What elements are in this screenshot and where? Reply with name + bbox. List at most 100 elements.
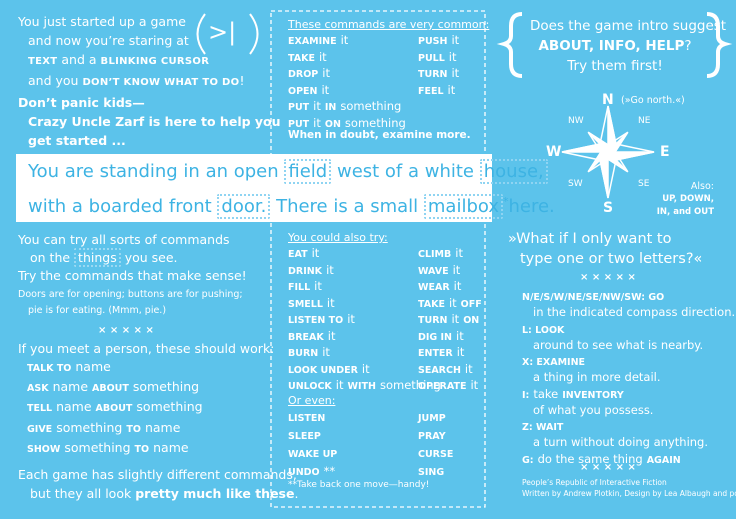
text: name [56, 399, 92, 415]
text: with a boarded front [28, 196, 212, 217]
tip: When in doubt, examine more. [288, 129, 471, 141]
brace [496, 12, 523, 78]
command: ASK name ABOUT something [27, 378, 298, 398]
room-description: You are standing in an open field west o… [16, 154, 555, 222]
help-tip: Does the game intro suggest ABOUT, INFO,… [530, 16, 726, 76]
letter-desc: a turn without doing anything. [533, 435, 709, 449]
command: WAVE it [418, 263, 482, 280]
command: EXAMINE it [288, 33, 406, 50]
command: SEARCH it [418, 362, 482, 379]
text: BLINKING CURSOR [100, 56, 210, 67]
text: it [447, 82, 456, 97]
text: it [322, 345, 330, 359]
text: it [326, 262, 334, 277]
command-word: TURN [418, 315, 448, 326]
command-word: GIVE [27, 423, 53, 435]
text-line: You can try all sorts of commands [18, 232, 230, 247]
text: You are standing in an open [28, 161, 279, 182]
command-word: EXAMINE [288, 36, 337, 47]
text: TEXT [28, 56, 58, 67]
text-line: Each game has slightly different command… [18, 467, 297, 483]
text: name [144, 419, 181, 435]
command-word: FEEL [418, 85, 444, 97]
text: pretty much like these [135, 486, 295, 502]
text-line: Don’t panic kids— [18, 95, 145, 110]
command-word: OPEN [288, 85, 318, 97]
text: take [533, 386, 559, 401]
text-line: People’s Republic of Interactive Fiction [522, 478, 667, 487]
command-word: WAKE UP [288, 449, 338, 460]
command-word: PRAY [418, 431, 446, 442]
command-word: TALK TO [27, 363, 72, 374]
text: it [448, 49, 457, 64]
compass-rose [561, 105, 655, 199]
letter-key: I: take INVENTORY [522, 387, 735, 403]
text-line: IN, and OUT [656, 207, 714, 217]
text: something [132, 379, 200, 395]
command-word: TAKE [418, 298, 445, 310]
command: BREAK it [288, 329, 441, 346]
text: west of a white [336, 161, 475, 182]
text: it [464, 361, 473, 376]
text: it [322, 66, 330, 80]
text-line: If you meet a person, these should work: [18, 341, 275, 356]
text: it [452, 262, 461, 277]
command: TAKE it OFF [418, 296, 482, 313]
letter-key: X: EXAMINE [522, 354, 735, 370]
command-word: TELL [27, 403, 53, 415]
text-line: but they all look pretty much like these… [30, 484, 298, 503]
credits: People’s Republic of Interactive Fiction… [522, 477, 736, 499]
command-list: TALK TO name ASK name ABOUT something TELL name… [27, 358, 298, 459]
text: do the same thing [537, 451, 643, 466]
text: it [327, 328, 336, 343]
command: FEEL it [418, 83, 459, 100]
compass-label: E [660, 144, 670, 160]
text-line: Also: [690, 181, 714, 192]
command-word: L: LOOK [522, 324, 565, 336]
text: name [153, 439, 189, 455]
text: DON’T KNOW WHAT TO DO [82, 77, 240, 88]
text: it [313, 115, 321, 130]
command-word: OPERATE [418, 381, 467, 392]
command: ENTER it [418, 345, 482, 362]
text-line: Try them first! [567, 58, 663, 74]
command: UNLOCK it WITH something [288, 378, 441, 395]
noun: things [74, 248, 121, 267]
command: UNDO ** [288, 463, 337, 481]
command-word: PUSH [418, 36, 448, 47]
command-word: BURN [288, 348, 319, 359]
text-line: UP, DOWN, [662, 194, 714, 204]
command: PUT it IN something [288, 99, 406, 116]
command: CURSE [418, 445, 453, 463]
command: PUT it ON something [288, 116, 406, 133]
text: something [340, 99, 402, 113]
footnote: **Take back one move—handy! [288, 480, 430, 490]
text-line: You are standing in an open field west o… [28, 157, 548, 187]
text: and a [61, 52, 97, 67]
command: PRAY [418, 427, 453, 445]
compass-label: S [603, 200, 614, 216]
command-word: ASK [27, 383, 49, 395]
command: JUMP [418, 409, 453, 427]
command-word: CLIMB [418, 249, 452, 260]
command-word: WAVE [418, 265, 449, 277]
text: it [318, 49, 327, 64]
compass-label: W [546, 144, 562, 160]
heading: These commands are very common: [288, 18, 490, 31]
command-word: WEAR [418, 282, 450, 293]
commands-frame [270, 10, 486, 508]
letter-desc: a thing in more detail. [533, 370, 661, 384]
cursor-icon: >| [208, 18, 237, 46]
command-list: EAT it DRINK it FILL it SMELL it LISTEN TO it BREA… [288, 246, 441, 395]
noun: mailbox [423, 194, 503, 219]
text-line: Try the commands that make sense! [18, 268, 247, 283]
command: TAKE it [288, 50, 406, 67]
text: it [455, 246, 463, 260]
text: it [470, 378, 479, 392]
command-word: LOOK UNDER [288, 364, 358, 376]
command: SLEEP [288, 427, 337, 445]
text: something [379, 378, 441, 392]
text: it [311, 246, 320, 260]
